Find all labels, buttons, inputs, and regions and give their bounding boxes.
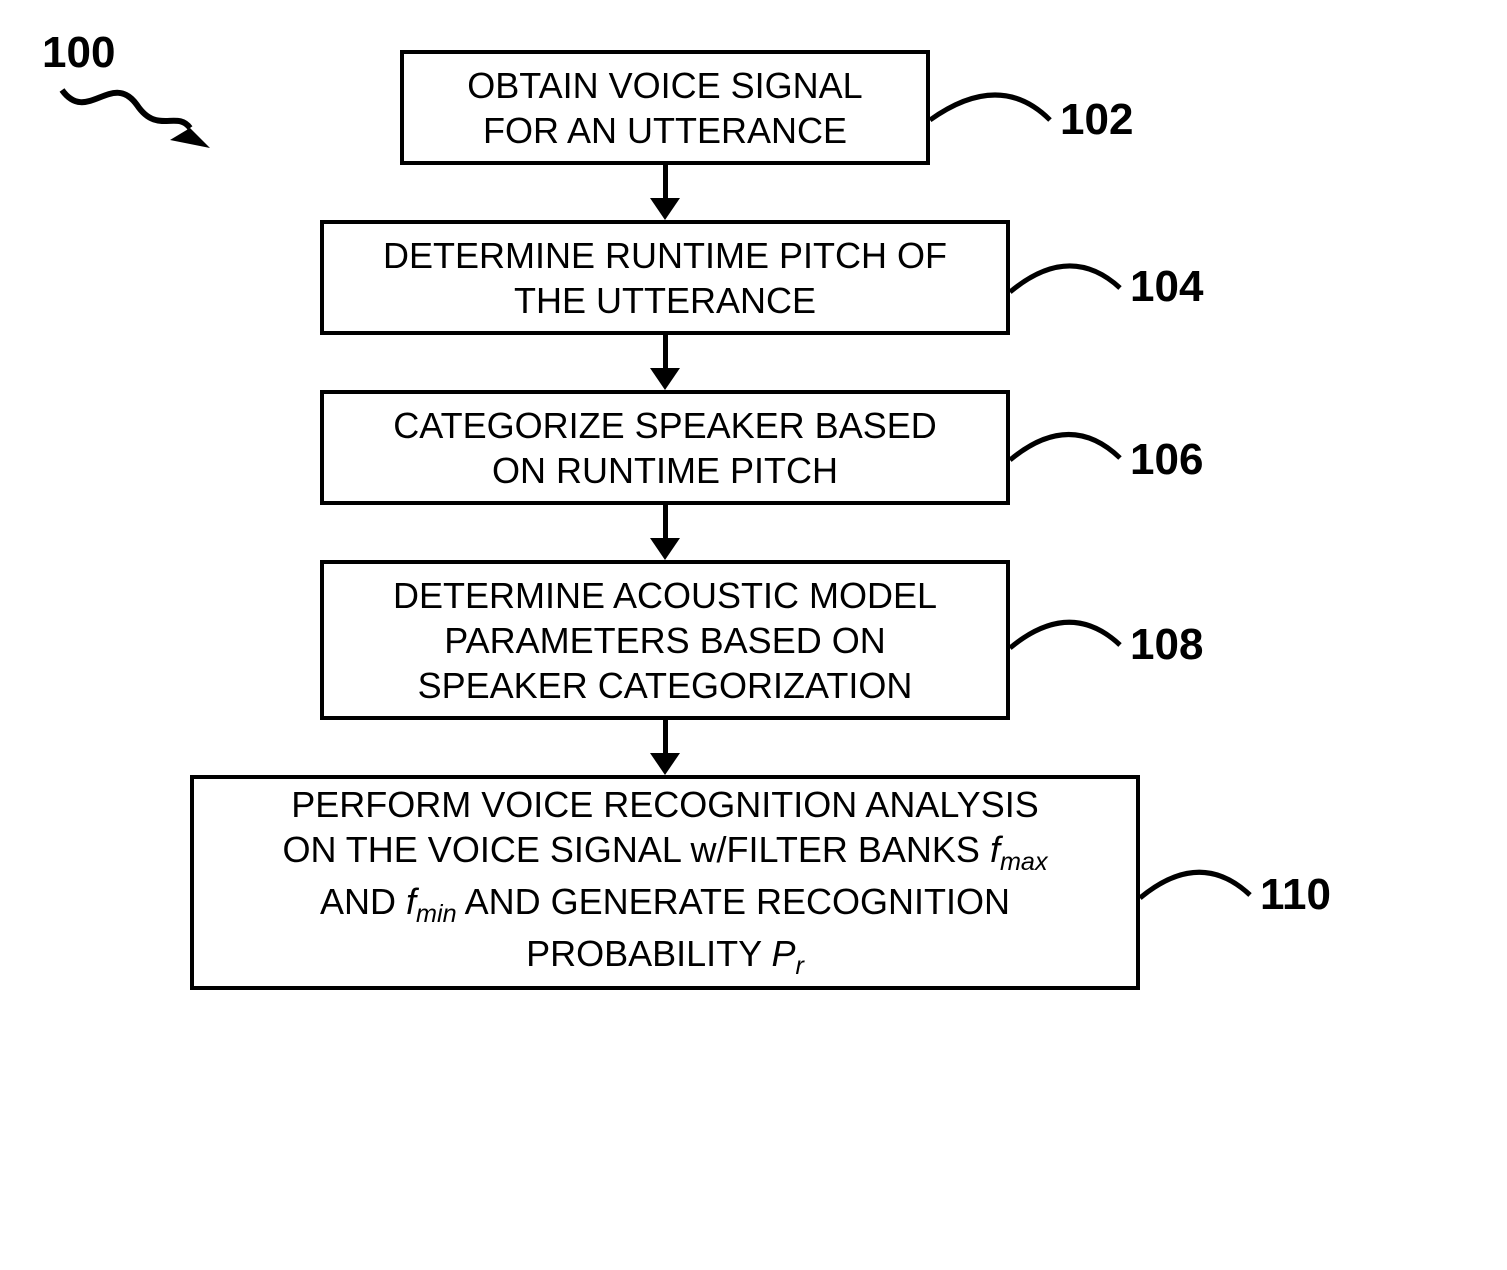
callout-curve-icon [920,60,1060,130]
step-number-label-108: 108 [1130,620,1203,670]
flow-step-text: DETERMINE ACOUSTIC MODELPARAMETERS BASED… [393,573,937,708]
flow-step-3: CATEGORIZE SPEAKER BASEDON RUNTIME PITCH [320,390,1010,505]
step-number-label-102: 102 [1060,95,1133,145]
step-number-label-106: 106 [1130,435,1203,485]
flow-step-text: OBTAIN VOICE SIGNALFOR AN UTTERANCE [467,63,862,153]
flow-step-4: DETERMINE ACOUSTIC MODELPARAMETERS BASED… [320,560,1010,720]
callout-curve-icon [1000,400,1130,470]
step-number-label-110: 110 [1260,870,1331,920]
arrowhead-down-icon [650,753,680,775]
flow-step-text: PERFORM VOICE RECOGNITION ANALYSISON THE… [282,782,1047,982]
callout-curve-icon [1130,838,1260,908]
flow-step-1: OBTAIN VOICE SIGNALFOR AN UTTERANCE [400,50,930,165]
callout-curve-icon [1000,232,1130,302]
flow-step-5: PERFORM VOICE RECOGNITION ANALYSISON THE… [190,775,1140,990]
step-number-label-104: 104 [1130,262,1203,312]
arrowhead-down-icon [650,198,680,220]
arrowhead-down-icon [650,368,680,390]
figure-squiggle-arrow-icon [52,80,217,156]
flow-step-text: DETERMINE RUNTIME PITCH OFTHE UTTERANCE [383,233,947,323]
figure-number-label: 100 [42,28,115,78]
flow-step-2: DETERMINE RUNTIME PITCH OFTHE UTTERANCE [320,220,1010,335]
callout-curve-icon [1000,588,1130,658]
flow-step-text: CATEGORIZE SPEAKER BASEDON RUNTIME PITCH [393,403,936,493]
arrowhead-down-icon [650,538,680,560]
